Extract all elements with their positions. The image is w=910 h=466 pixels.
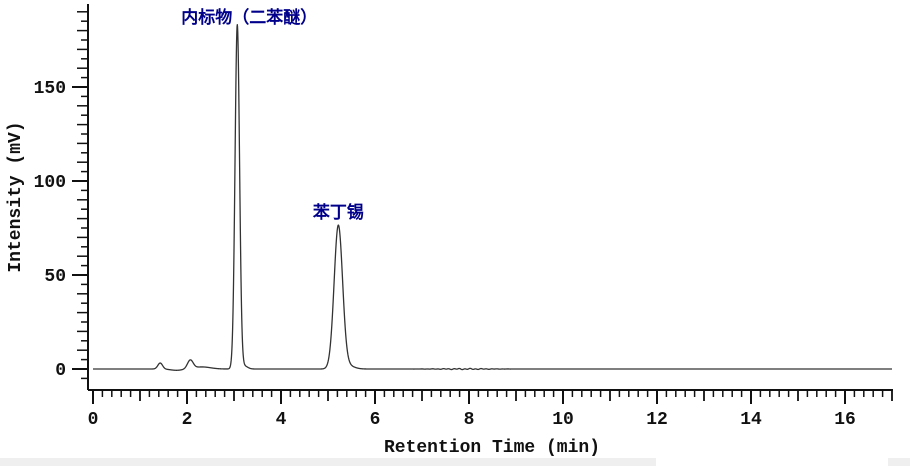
x-tick-label: 8 [464, 410, 475, 430]
x-tick-label: 2 [182, 410, 193, 430]
bottom-scrollbar-strip-left [0, 458, 656, 466]
bottom-scrollbar-strip-right [888, 458, 910, 466]
peak-label-internal-standard: 内标物（二苯醚） [181, 8, 318, 27]
x-axis-title: Retention Time (min) [383, 438, 601, 458]
x-tick-label: 14 [740, 410, 762, 430]
y-tick-label: 150 [34, 79, 66, 99]
signal-trace [92, 24, 893, 371]
x-tick-label: 16 [834, 410, 856, 430]
x-tick-label: 4 [276, 410, 287, 430]
peak-label-fenbutatin: 苯丁锡 [312, 203, 364, 222]
y-tick-label: 0 [55, 361, 66, 381]
axes [87, 4, 893, 391]
y-tick-label: 50 [44, 267, 66, 287]
chromatogram-trace [92, 24, 893, 371]
x-tick-label: 0 [88, 410, 99, 430]
axis-tick-labels: 0 50 100 150 0 2 4 6 8 10 12 14 16 [34, 79, 856, 430]
x-tick-label: 6 [370, 410, 381, 430]
y-axis-title: Intensity (mV) [6, 121, 26, 273]
x-tick-label: 10 [552, 410, 574, 430]
x-tick-label: 12 [646, 410, 668, 430]
y-tick-label: 100 [34, 173, 66, 193]
axis-ticks [72, 11, 893, 404]
